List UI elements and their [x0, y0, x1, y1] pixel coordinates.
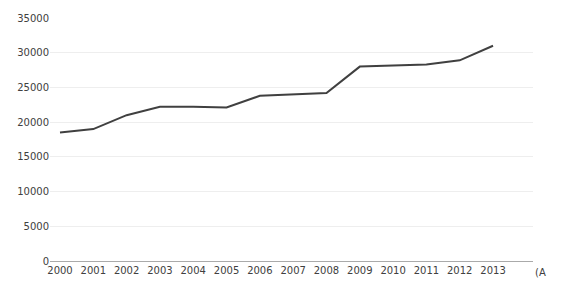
svg-text:2011: 2011	[414, 265, 439, 276]
svg-text:2001: 2001	[81, 265, 106, 276]
svg-text:2002: 2002	[114, 265, 139, 276]
svg-text:2000: 2000	[47, 265, 72, 276]
svg-text:20000: 20000	[17, 117, 49, 128]
svg-text:2005: 2005	[214, 265, 239, 276]
svg-text:5000: 5000	[24, 221, 49, 232]
svg-text:2007: 2007	[280, 265, 305, 276]
svg-text:15000: 15000	[17, 151, 49, 162]
svg-text:2009: 2009	[347, 265, 372, 276]
svg-text:2010: 2010	[380, 265, 405, 276]
svg-text:(A: (A	[535, 267, 546, 278]
svg-text:2012: 2012	[447, 265, 472, 276]
svg-text:35000: 35000	[17, 13, 49, 24]
svg-text:2006: 2006	[247, 265, 272, 276]
svg-text:2004: 2004	[181, 265, 206, 276]
svg-text:2013: 2013	[480, 265, 505, 276]
svg-text:25000: 25000	[17, 82, 49, 93]
svg-text:2003: 2003	[147, 265, 172, 276]
svg-text:2008: 2008	[314, 265, 339, 276]
svg-text:30000: 30000	[17, 47, 49, 58]
svg-text:0: 0	[43, 256, 49, 267]
svg-text:10000: 10000	[17, 186, 49, 197]
